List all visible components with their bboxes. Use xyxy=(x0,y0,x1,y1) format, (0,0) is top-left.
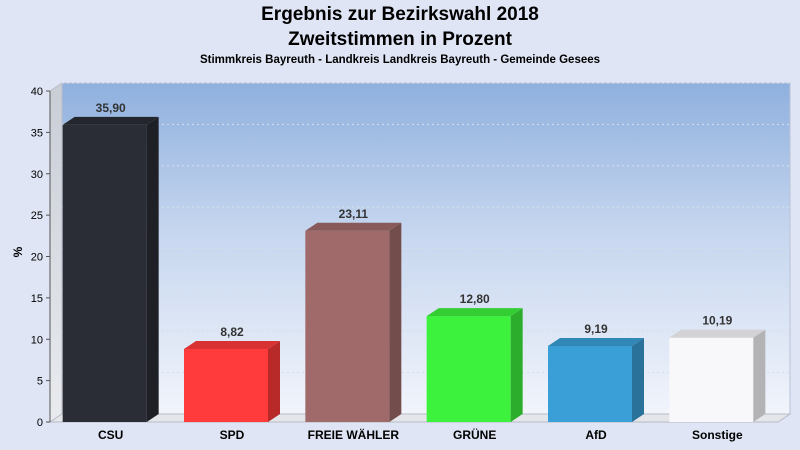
bar-value-label: 12,80 xyxy=(460,292,490,306)
chart-subtitle: Zweitstimmen in Prozent xyxy=(288,29,512,50)
x-category-label: FREIE WÄHLER xyxy=(308,427,400,442)
chart-caption: Stimmkreis Bayreuth - Landkreis Landkrei… xyxy=(199,54,601,66)
bar-front xyxy=(426,316,511,422)
bar-front xyxy=(669,337,754,422)
plot-left-wall xyxy=(49,82,63,423)
y-tick-label: 35 xyxy=(31,127,43,139)
y-tick-label: 40 xyxy=(31,86,43,98)
bar-value-label: 23,11 xyxy=(339,207,369,221)
y-tick-label: 20 xyxy=(31,252,43,264)
bar-sonstige xyxy=(669,329,766,422)
bar-top xyxy=(426,308,523,317)
y-tick-label: 10 xyxy=(31,334,43,346)
bar-value-label: 9,19 xyxy=(584,322,608,336)
x-category-label: CSU xyxy=(98,428,123,442)
bar-top xyxy=(62,116,159,125)
bar-side xyxy=(389,222,402,422)
y-tick-label: 15 xyxy=(31,293,43,305)
bar-front xyxy=(305,230,390,422)
x-category-label: Sonstige xyxy=(692,428,743,442)
bar-gr-ne xyxy=(426,308,523,422)
bar-value-label: 10,19 xyxy=(702,314,732,328)
bar-front xyxy=(184,349,268,422)
x-category-label: AfD xyxy=(585,428,607,442)
y-tick-label: 0 xyxy=(37,417,43,429)
bar-side xyxy=(268,341,280,422)
bar-side xyxy=(753,329,766,422)
y-tick-label: 5 xyxy=(37,376,43,388)
chart-title: Ergebnis zur Bezirkswahl 2018 xyxy=(261,4,539,25)
bar-csu xyxy=(62,116,159,423)
bar-top xyxy=(669,329,766,338)
bar-value-label: 35,90 xyxy=(96,101,126,115)
bar-side xyxy=(510,308,523,422)
y-tick-label: 25 xyxy=(31,210,43,222)
x-category-label: GRÜNE xyxy=(453,427,496,442)
bar-top xyxy=(548,337,644,346)
y-tick-label: 30 xyxy=(31,169,43,181)
bar-value-label: 8,82 xyxy=(220,325,244,339)
bar-afd xyxy=(548,337,644,422)
bar-top xyxy=(305,222,402,231)
x-category-label: SPD xyxy=(220,428,245,442)
y-axis-label: % xyxy=(11,246,25,257)
bar-front xyxy=(548,345,632,422)
bar-freie-w-hler xyxy=(305,222,402,422)
bar-top xyxy=(184,341,280,350)
bar-side xyxy=(632,337,644,422)
bar-spd xyxy=(184,341,280,422)
bar-front xyxy=(62,124,147,423)
bar-side xyxy=(146,116,159,423)
